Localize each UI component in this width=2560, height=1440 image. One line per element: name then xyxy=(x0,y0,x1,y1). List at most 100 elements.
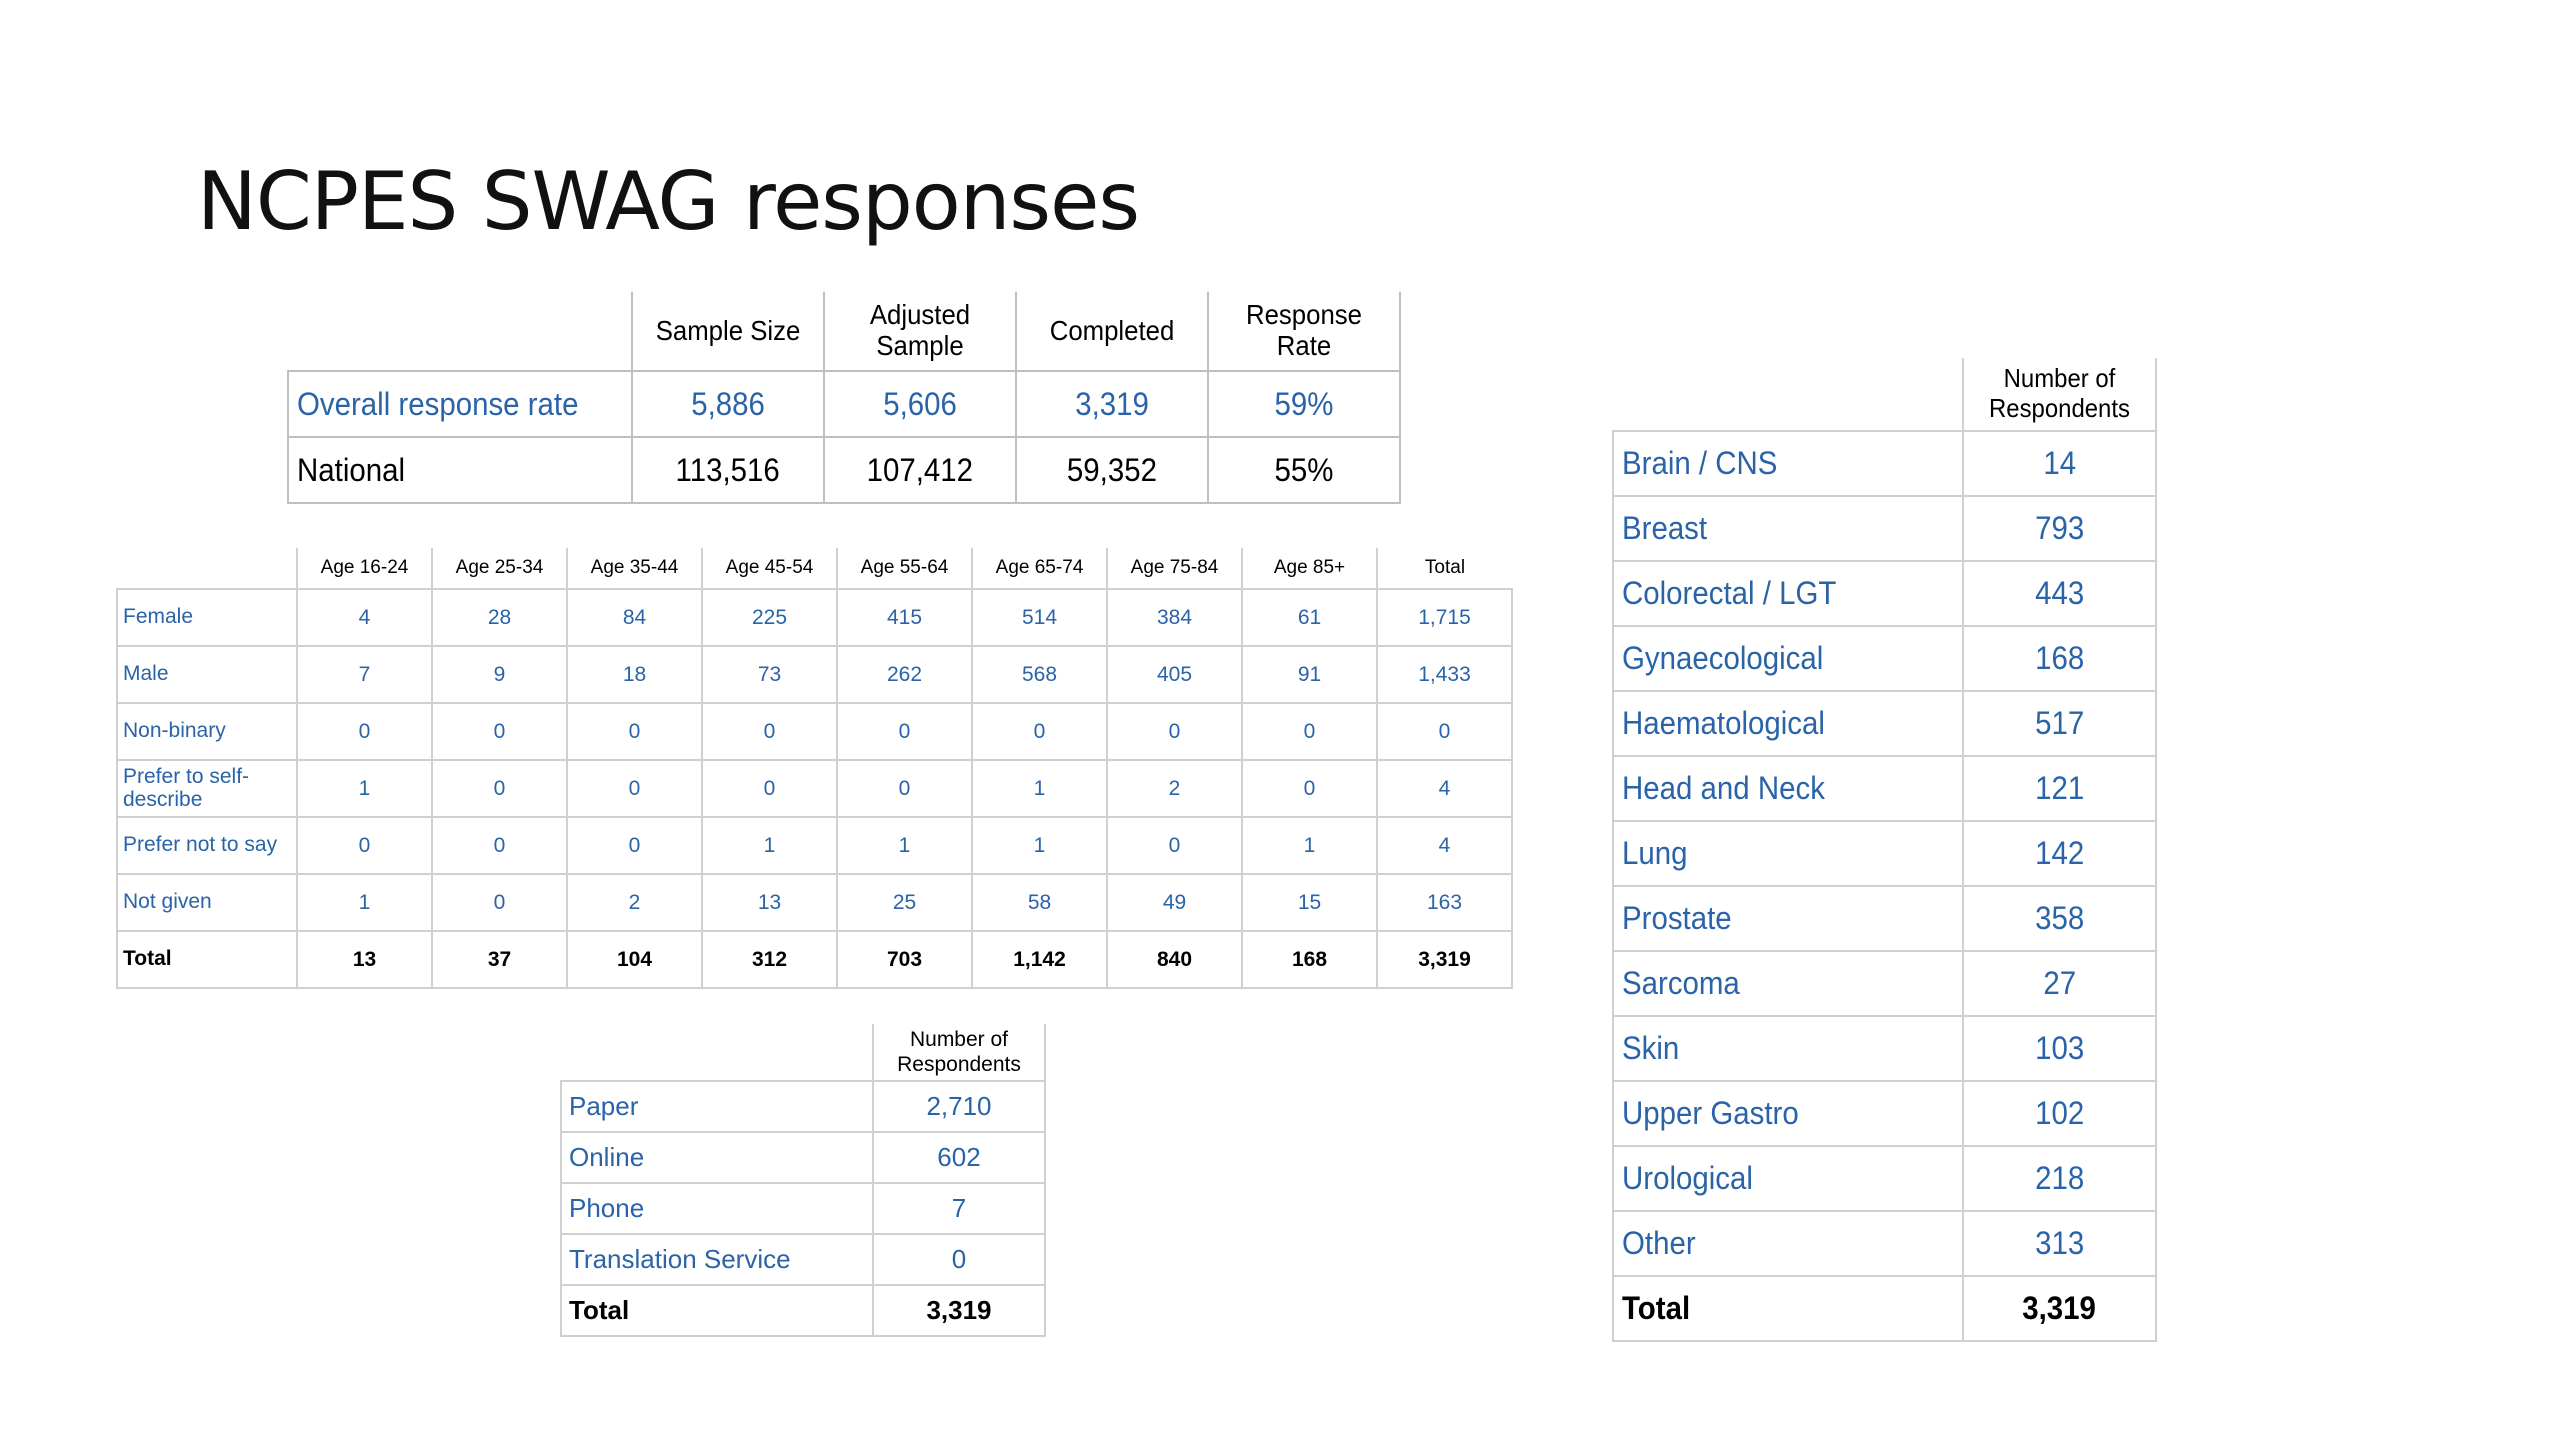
cell: 0 xyxy=(296,702,433,761)
table-row: Overall response rate 5,886 5,606 3,319 … xyxy=(287,370,1401,438)
header-blank xyxy=(561,1024,873,1082)
row-label-text: Colorectal / LGT xyxy=(1622,575,1837,611)
cell: 1 xyxy=(971,816,1108,875)
row-label: Not given xyxy=(116,873,298,932)
header-age-65-74: Age 65-74 xyxy=(971,548,1107,590)
cell-text: 102 xyxy=(2034,1095,2085,1131)
cell: 18 xyxy=(566,645,703,704)
cell: 1 xyxy=(836,816,973,875)
row-label-text: Upper Gastro xyxy=(1622,1095,1799,1131)
cell: 28 xyxy=(431,588,568,647)
cell: 13 xyxy=(701,873,838,932)
row-label: Prefer to self-describe xyxy=(116,759,298,818)
cell: 0 xyxy=(1106,702,1243,761)
cell: 1 xyxy=(296,759,433,818)
cell: 25 xyxy=(836,873,973,932)
row-label: Paper xyxy=(560,1080,874,1133)
table-row: Colorectal / LGT 443 xyxy=(1612,560,2157,627)
row-label-text: Urological xyxy=(1622,1160,1753,1196)
cell: 1 xyxy=(296,873,433,932)
cell-text: 103 xyxy=(2034,1030,2085,1066)
cell: 5,886 xyxy=(631,370,825,438)
cell: 703 xyxy=(836,930,973,989)
row-label-text: Prostate xyxy=(1622,900,1732,936)
row-label: Prefer not to say xyxy=(116,816,298,875)
header-age-45-54: Age 45-54 xyxy=(701,548,837,590)
table-row: Prostate 358 xyxy=(1612,885,2157,952)
row-label: Non-binary xyxy=(116,702,298,761)
cell: 514 xyxy=(971,588,1108,647)
cell: 313 xyxy=(1962,1210,2157,1277)
cell: 0 xyxy=(431,702,568,761)
cell: 1 xyxy=(701,816,838,875)
cell: 1,715 xyxy=(1376,588,1513,647)
row-label: Male xyxy=(116,645,298,704)
header-blank xyxy=(117,548,297,590)
cell: 55% xyxy=(1207,436,1401,504)
header-age-85-plus: Age 85+ xyxy=(1241,548,1377,590)
cell: 443 xyxy=(1962,560,2157,627)
cell: 1,433 xyxy=(1376,645,1513,704)
table-header-row: Age 16-24 Age 25-34 Age 35-44 Age 45-54 … xyxy=(117,548,1512,590)
header-blank xyxy=(302,292,618,371)
table-row: Online 602 xyxy=(560,1131,1046,1184)
slide-title: NCPES SWAG responses xyxy=(197,155,1140,248)
header-total: Total xyxy=(1376,548,1512,590)
cell: 0 xyxy=(701,759,838,818)
header-age-55-64: Age 55-64 xyxy=(836,548,972,590)
cell: 2 xyxy=(566,873,703,932)
header-completed: Completed xyxy=(1022,292,1202,372)
response-mode-table: Number of Respondents Paper 2,710 Online 60… xyxy=(560,1024,1046,1337)
cell-text: 121 xyxy=(2034,770,2085,806)
header-age-75-84: Age 75-84 xyxy=(1106,548,1242,590)
row-label-text: Head and Neck xyxy=(1622,770,1825,806)
cell: 59,352 xyxy=(1015,436,1209,504)
table-row: Total 3,319 xyxy=(1612,1275,2157,1342)
cell: 384 xyxy=(1106,588,1243,647)
cell: 0 xyxy=(431,873,568,932)
cell: 405 xyxy=(1106,645,1243,704)
header-age-16-24: Age 16-24 xyxy=(296,548,432,590)
cell: 1,142 xyxy=(971,930,1108,989)
row-label: Colorectal / LGT xyxy=(1612,560,1964,627)
cell: 4 xyxy=(1376,816,1513,875)
cell: 312 xyxy=(701,930,838,989)
table-row: Female 4 28 84 225 415 514 384 61 1,715 xyxy=(116,588,1513,647)
cell: 1 xyxy=(1241,816,1378,875)
row-label: Online xyxy=(560,1131,874,1184)
cell: 225 xyxy=(701,588,838,647)
cell: 9 xyxy=(431,645,568,704)
cell: 113,516 xyxy=(631,436,825,504)
cell: 168 xyxy=(1241,930,1378,989)
row-label: Lung xyxy=(1612,820,1964,887)
cell: 4 xyxy=(296,588,433,647)
cell-text: 313 xyxy=(2034,1225,2085,1261)
table-row: Haematological 517 xyxy=(1612,690,2157,757)
row-label: Head and Neck xyxy=(1612,755,1964,822)
cell: 3,319 xyxy=(1376,930,1513,989)
row-label-text: Skin xyxy=(1622,1030,1680,1066)
cell-text: 14 xyxy=(2043,445,2076,481)
cell: 59% xyxy=(1207,370,1401,438)
cell: 218 xyxy=(1962,1145,2157,1212)
row-label: Gynaecological xyxy=(1612,625,1964,692)
cell: 103 xyxy=(1962,1015,2157,1082)
header-number-of-respondents: Number of Respondents xyxy=(1969,358,2150,432)
cell: 517 xyxy=(1962,690,2157,757)
cell: 58 xyxy=(971,873,1108,932)
cell: 0 xyxy=(836,702,973,761)
row-label: Total xyxy=(1612,1275,1964,1342)
cell: 49 xyxy=(1106,873,1243,932)
cell: 793 xyxy=(1962,495,2157,562)
cell: 14 xyxy=(1962,430,2157,497)
row-label-text: Sarcoma xyxy=(1622,965,1740,1001)
row-label: Overall response rate xyxy=(287,370,633,438)
row-label: Upper Gastro xyxy=(1612,1080,1964,1147)
row-label: Prostate xyxy=(1612,885,1964,952)
response-rate-table: Sample Size Adjusted Sample Completed Re… xyxy=(287,292,1401,504)
table-row: Brain / CNS 14 xyxy=(1612,430,2157,497)
tumour-group-table: Number of Respondents Brain / CNS 14 Breas… xyxy=(1612,358,2157,1342)
table-row: Other 313 xyxy=(1612,1210,2157,1277)
cell: 4 xyxy=(1376,759,1513,818)
table-row: Head and Neck 121 xyxy=(1612,755,2157,822)
